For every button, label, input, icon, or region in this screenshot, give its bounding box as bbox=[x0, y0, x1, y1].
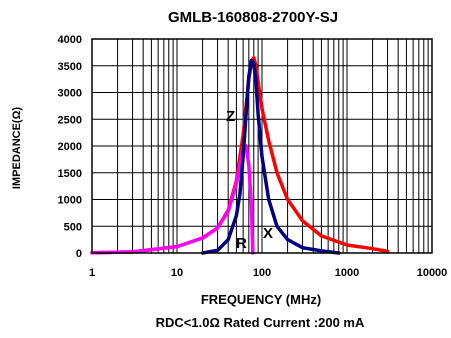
x-tick-label: 1 bbox=[89, 267, 95, 279]
y-tick-label: 500 bbox=[64, 221, 82, 233]
y-tick-labels: 0 500 1000 1500 2000 2500 3000 3500 4000 bbox=[58, 34, 82, 260]
y-tick-label: 3500 bbox=[58, 61, 82, 73]
y-tick-label: 3000 bbox=[58, 88, 82, 100]
y-tick-label: 4000 bbox=[58, 34, 82, 46]
series-line-r bbox=[200, 58, 341, 255]
y-tick-label: 2500 bbox=[58, 114, 82, 126]
annotation-r: R bbox=[236, 235, 247, 252]
chart-title: GMLB-160808-2700Y-SJ bbox=[168, 9, 338, 26]
plot-frame bbox=[91, 38, 433, 254]
x-tick-label: 1000 bbox=[335, 267, 359, 279]
y-axis-label: IMPEDANCE(Ω) bbox=[11, 107, 23, 189]
y-tick-label: 1000 bbox=[58, 195, 82, 207]
y-tick-label: 0 bbox=[76, 248, 82, 260]
series-line-x bbox=[90, 144, 255, 255]
series-layer bbox=[90, 55, 390, 255]
chart-footnote: RDC<1.0Ω Rated Current :200 mA bbox=[156, 315, 365, 330]
x-tick-labels: 1 10 100 1000 10000 bbox=[89, 267, 447, 279]
y-tick-label: 2000 bbox=[58, 141, 82, 153]
y-tick-label: 1500 bbox=[58, 168, 82, 180]
x-tick-label: 10 bbox=[171, 267, 183, 279]
annotation-x: X bbox=[263, 225, 273, 242]
x-tick-label: 10000 bbox=[417, 267, 448, 279]
annotation-z: Z bbox=[226, 108, 235, 125]
x-tick-label: 100 bbox=[253, 267, 271, 279]
x-axis-label: FREQUENCY (MHz) bbox=[201, 292, 321, 307]
